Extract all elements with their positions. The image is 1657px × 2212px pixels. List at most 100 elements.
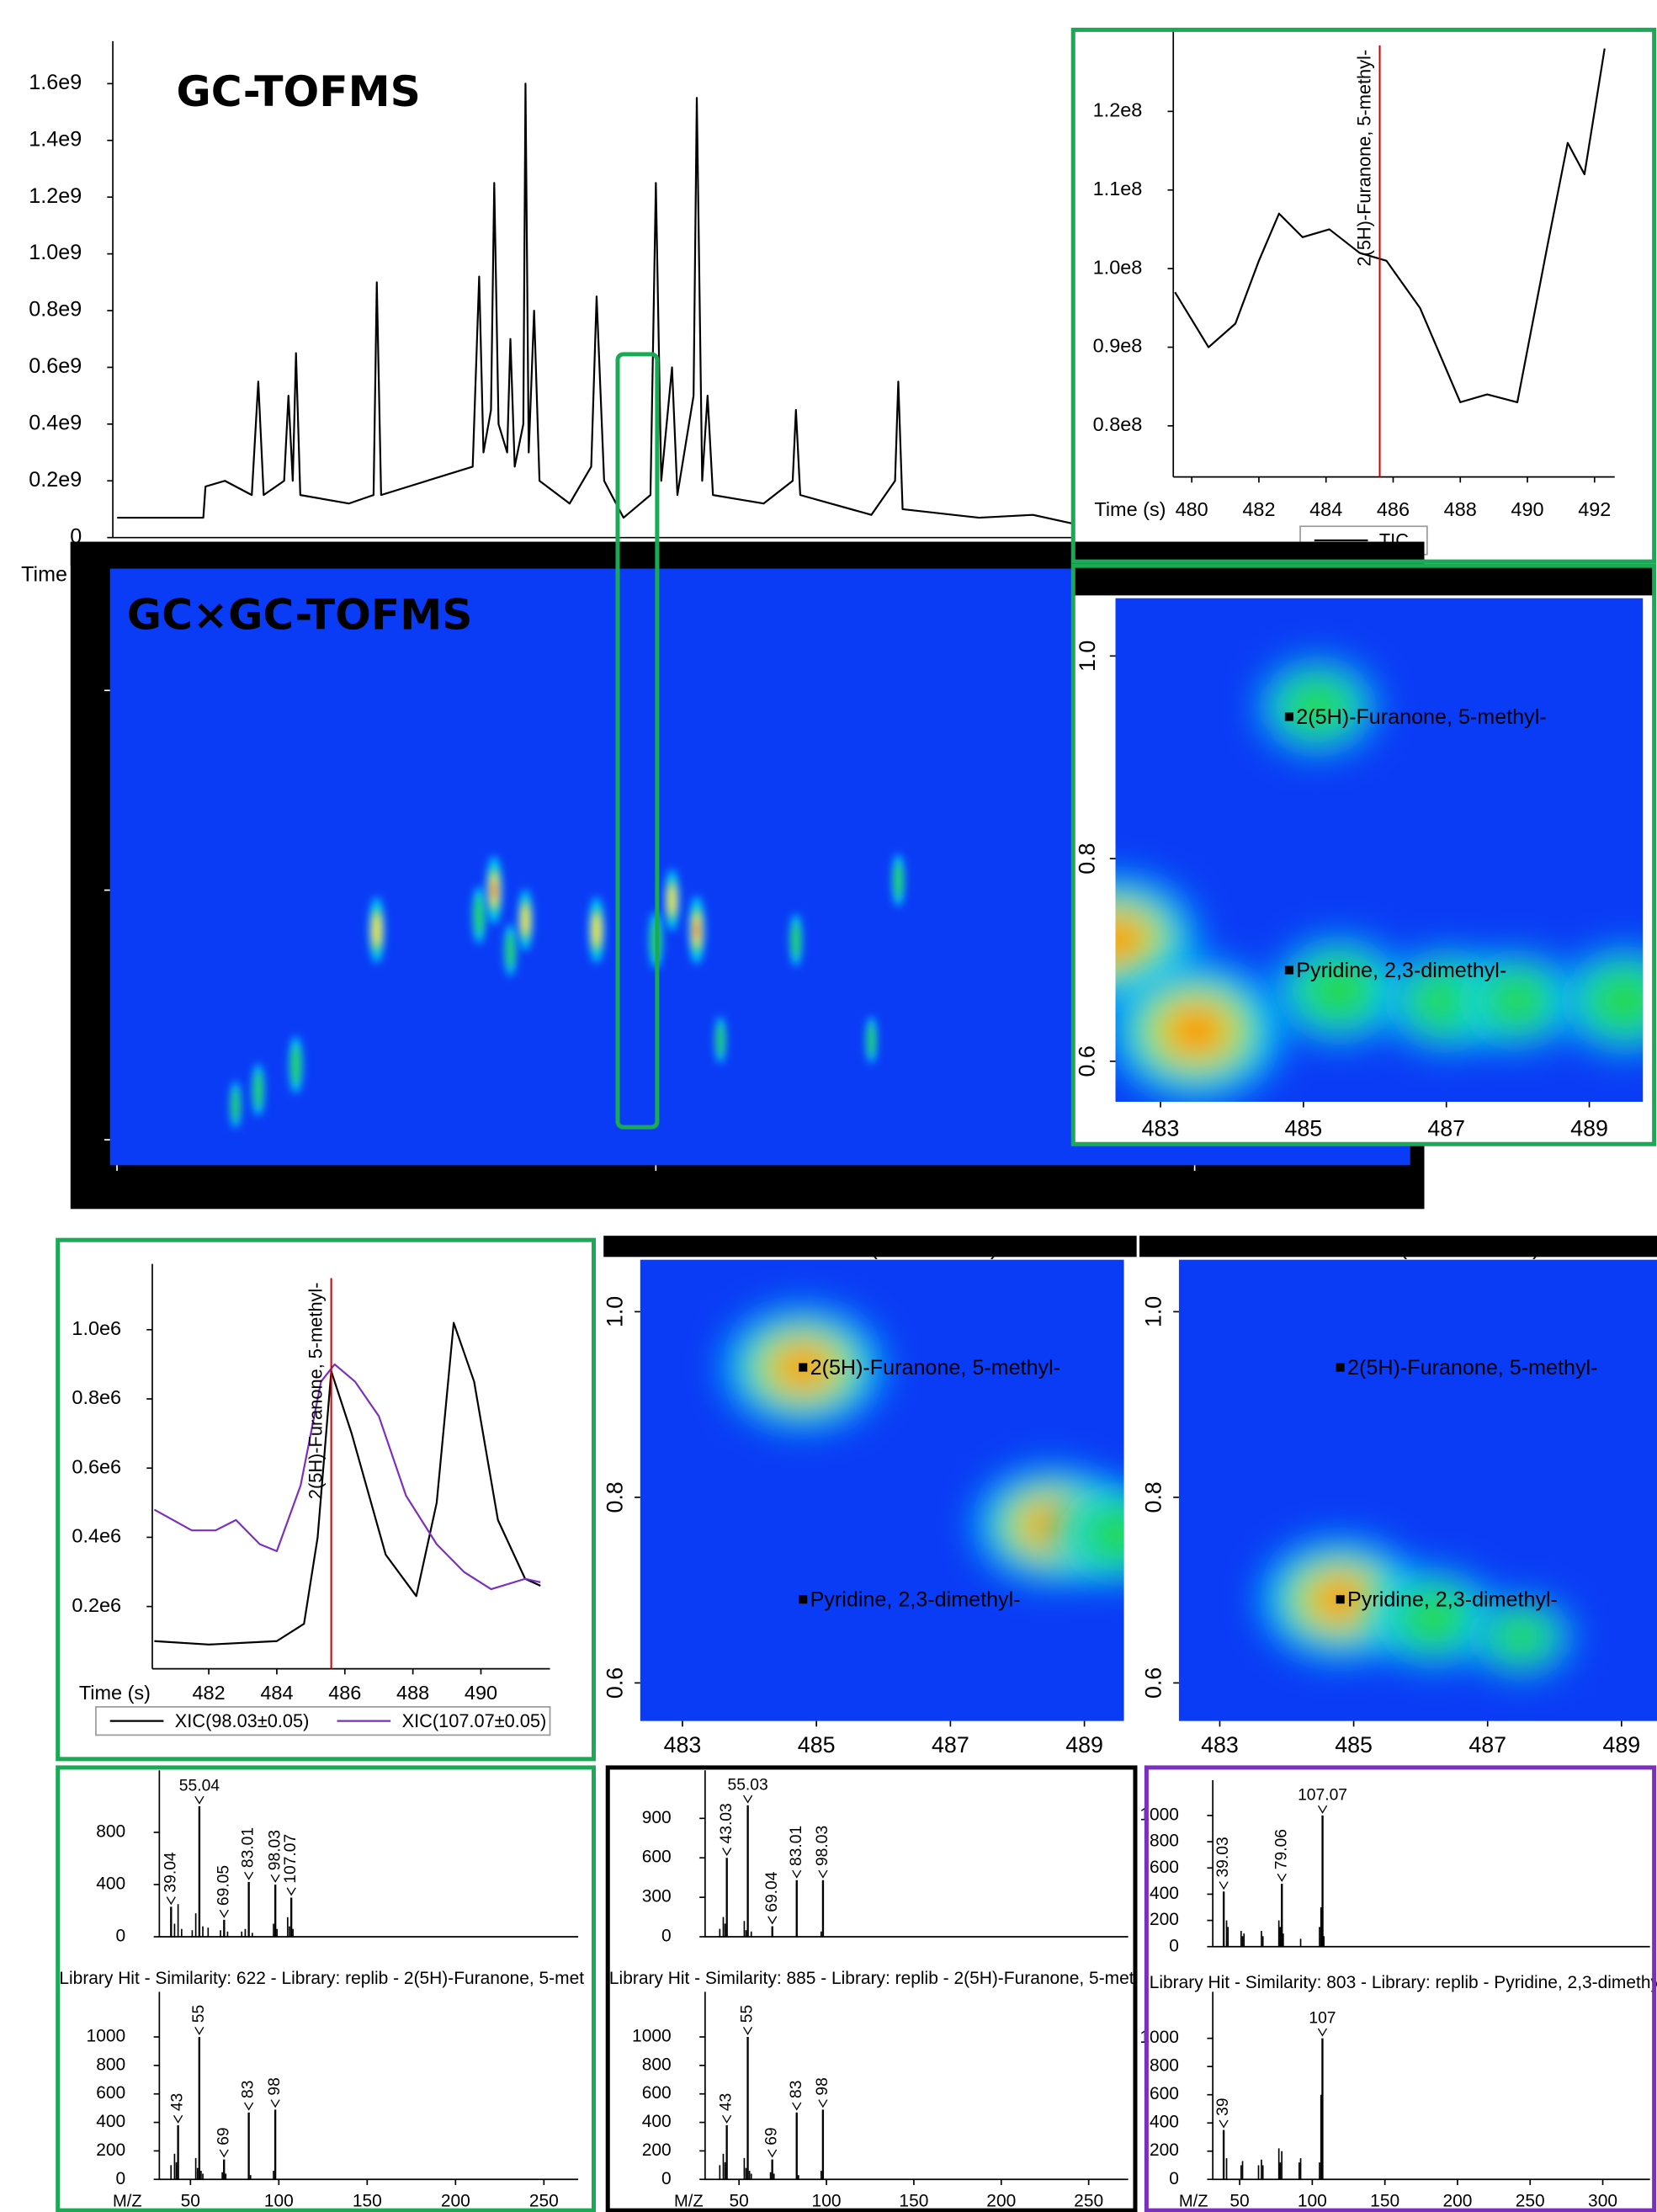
heat-level bbox=[694, 920, 699, 940]
peak-label: 98.03 bbox=[814, 1826, 831, 1866]
y-tick-label: 1.1e8 bbox=[1093, 178, 1143, 199]
peak-caret bbox=[286, 1887, 296, 1896]
x-axis-label: M/Z bbox=[1179, 2192, 1208, 2210]
peak-caret bbox=[270, 2099, 280, 2108]
x-tick-label: 489 bbox=[1570, 1116, 1608, 1141]
annotation-point bbox=[799, 1595, 808, 1604]
peak-caret bbox=[219, 2149, 229, 2158]
peak-label: 55.04 bbox=[179, 1778, 220, 1795]
spots bbox=[230, 853, 905, 1129]
annotation-label: Pyridine, 2,3-dimethyl- bbox=[1296, 959, 1506, 982]
heat-spot bbox=[1562, 949, 1644, 1051]
peak-caret bbox=[1277, 1873, 1287, 1882]
heat-level bbox=[867, 1023, 876, 1057]
x-axis-label: Time (s) bbox=[1094, 498, 1166, 520]
peak-label: 55 bbox=[739, 2005, 757, 2023]
frames bbox=[56, 27, 1657, 2212]
heat-level bbox=[522, 905, 529, 935]
heat-level bbox=[1277, 673, 1359, 740]
y-tick-label: 200 bbox=[96, 2140, 125, 2160]
peak-label: 69.04 bbox=[763, 1871, 781, 1912]
chart-title: GC-TOFMS bbox=[176, 66, 420, 116]
title-strip bbox=[1074, 566, 1656, 596]
peak-label: 39.04 bbox=[162, 1852, 179, 1892]
heat-spot bbox=[518, 889, 533, 951]
x-tick-label: 1000 bbox=[1170, 1182, 1220, 1207]
x-tick-label: 492 bbox=[1578, 498, 1611, 520]
heat-spot bbox=[866, 1016, 877, 1064]
annotation-label: 2(5H)-Furanone, 5-methyl- bbox=[810, 1356, 1060, 1380]
x-tick-label: 100 bbox=[812, 2192, 842, 2211]
y-tick-label: 1.2e9 bbox=[29, 184, 82, 208]
y-tick-label: 1000 bbox=[1139, 1805, 1179, 1824]
annotation-point bbox=[799, 1363, 808, 1372]
x-tick-label: 500 bbox=[637, 1182, 675, 1207]
heat-spot bbox=[892, 853, 905, 907]
chart-title: Masses: TIC bbox=[1300, 568, 1426, 593]
y-tick-label: 1.0 bbox=[602, 1296, 627, 1327]
annotation-label: Pyridine, 2,3-dimethyl- bbox=[1347, 1588, 1558, 1612]
peak-label: 83.01 bbox=[240, 1827, 258, 1868]
y-tick-label: 0.2e6 bbox=[72, 1594, 121, 1616]
y-tick-label: 1000 bbox=[1139, 2028, 1179, 2047]
y-tick-label: 400 bbox=[96, 1874, 125, 1894]
x-tick-label: 488 bbox=[396, 1682, 429, 1704]
x-tick-label: 300 bbox=[1588, 2192, 1617, 2211]
x-tick-label: 200 bbox=[986, 2192, 1016, 2211]
peak-label: 98 bbox=[814, 2077, 831, 2095]
y-tick-label: 1.0e6 bbox=[72, 1317, 121, 1339]
heat-spot bbox=[472, 886, 486, 944]
peak-caret bbox=[722, 1848, 732, 1857]
heat-level bbox=[592, 914, 601, 946]
x-tick-label: 150 bbox=[1370, 2192, 1399, 2211]
peak-caret bbox=[767, 2149, 778, 2158]
heat-spot bbox=[665, 869, 679, 931]
x-tick-label: 482 bbox=[1242, 498, 1275, 520]
peak-caret bbox=[194, 1795, 204, 1805]
x-tick-label: 487 bbox=[1468, 1732, 1506, 1757]
heat-level bbox=[716, 1023, 725, 1057]
annotation-point bbox=[1336, 1595, 1345, 1604]
legend-label: XIC(107.07±0.05) bbox=[402, 1710, 547, 1731]
peak-label: 98 bbox=[266, 2077, 284, 2095]
peak-label: 107 bbox=[1309, 2009, 1336, 2027]
x-tick-label: 487 bbox=[1427, 1116, 1465, 1141]
x-tick-label: 150 bbox=[899, 2192, 928, 2211]
library-hit-title: Library Hit - Similarity: 803 - Library:… bbox=[1150, 1973, 1657, 1992]
heat-spot bbox=[1261, 661, 1375, 752]
heat-spot bbox=[230, 1082, 242, 1129]
y-tick-label: 0.8 bbox=[602, 1481, 627, 1513]
y-tick-label: 800 bbox=[1150, 1832, 1179, 1851]
y-tick-label: 600 bbox=[1150, 2084, 1179, 2103]
x-tick-label: 483 bbox=[1201, 1732, 1239, 1757]
x-tick-label: 50 bbox=[730, 2192, 749, 2211]
y-tick-label: 0 bbox=[1169, 1936, 1179, 1955]
x-axis-label: Time (s) bbox=[79, 1682, 151, 1704]
heat-level bbox=[1485, 1609, 1557, 1664]
peak-caret bbox=[173, 2114, 183, 2124]
x-tick-label: 487 bbox=[932, 1732, 969, 1757]
y-tick-label: 800 bbox=[642, 2055, 672, 2074]
y-tick-label: 200 bbox=[1150, 2140, 1179, 2160]
y-tick-label: 200 bbox=[1150, 1910, 1179, 1929]
y-tick-label: 1.0e8 bbox=[1093, 256, 1143, 278]
heat-level bbox=[1075, 1501, 1124, 1568]
peak-label: 43 bbox=[718, 2093, 736, 2111]
peak-caret bbox=[1219, 2119, 1229, 2129]
y-tick-label: 800 bbox=[1150, 2056, 1179, 2076]
plot-area bbox=[1173, 31, 1615, 477]
y-tick-label: 800 bbox=[96, 1821, 125, 1841]
peak-caret bbox=[792, 1869, 802, 1879]
x-tick-label: 488 bbox=[1444, 498, 1477, 520]
chart-label: GC×GC-TOFMS bbox=[127, 590, 473, 640]
series-line bbox=[1174, 48, 1606, 403]
y-tick-label: 400 bbox=[1150, 1884, 1179, 1903]
series-line bbox=[117, 82, 1072, 524]
heat-level bbox=[491, 880, 497, 900]
heat-spot bbox=[1472, 1598, 1570, 1674]
y-tick-label: 0.6 bbox=[1141, 1667, 1166, 1699]
peak-caret bbox=[270, 1874, 280, 1883]
heat-level bbox=[253, 1071, 263, 1109]
frame bbox=[605, 1765, 1138, 2212]
